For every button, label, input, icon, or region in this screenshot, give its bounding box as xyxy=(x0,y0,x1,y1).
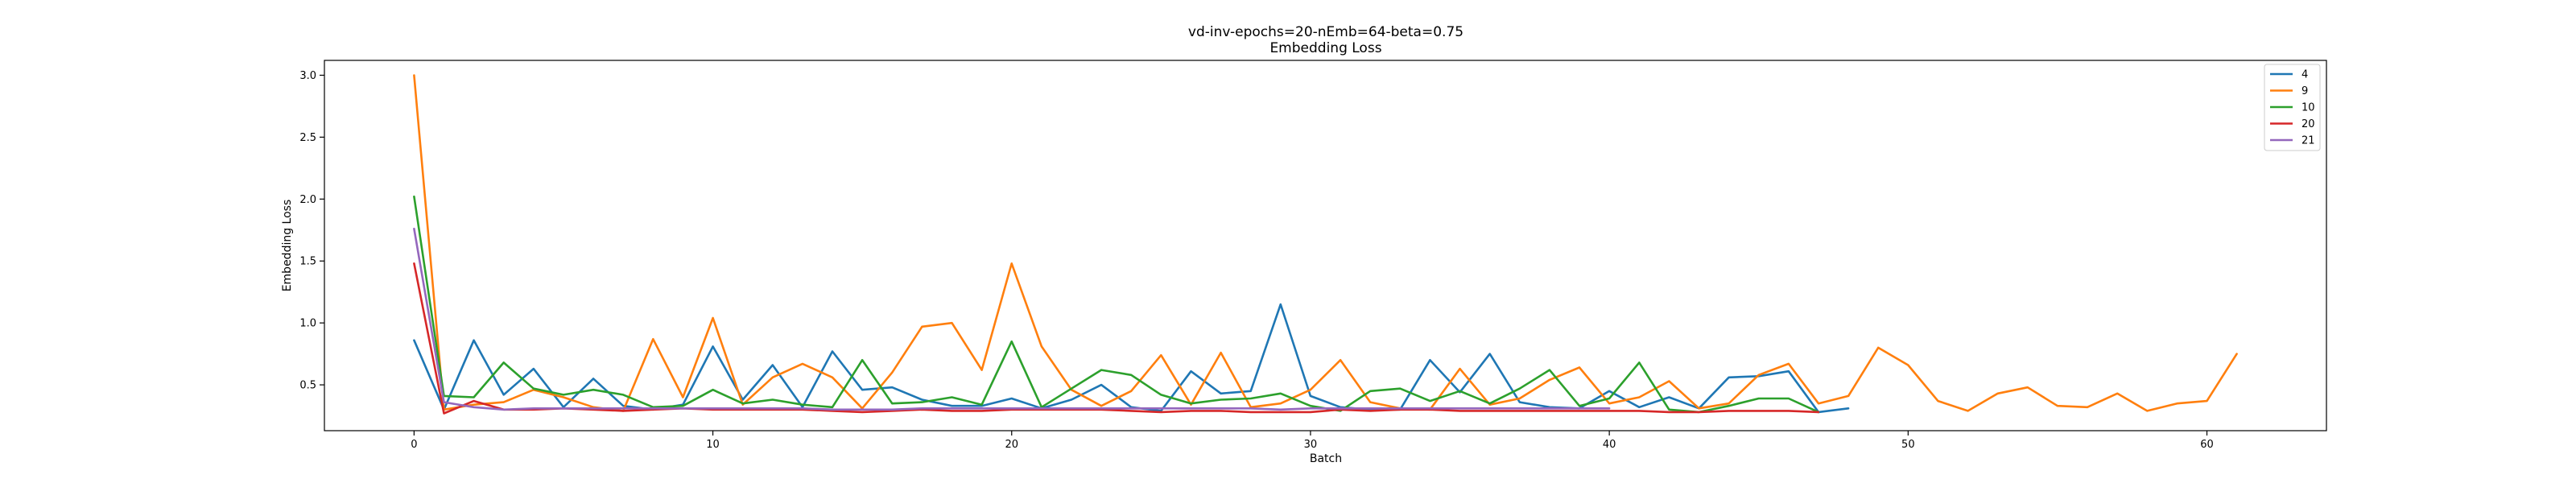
y-tick-label: 2.5 xyxy=(299,132,316,144)
series-line-9 xyxy=(413,74,2238,412)
series-line-20 xyxy=(413,262,1820,415)
x-axis-label: Batch xyxy=(1310,452,1342,465)
legend-label-21: 21 xyxy=(2301,135,2315,147)
legend: 4 9 10 20 21 xyxy=(2264,64,2321,151)
x-tick-label: 30 xyxy=(1304,439,1318,451)
y-tick-label: 1.5 xyxy=(299,256,316,268)
plot-frame xyxy=(324,60,2327,431)
x-tick-label: 20 xyxy=(1005,439,1018,451)
y-axis-ticks: 0.5 1.0 1.5 2.0 2.5 3.0 xyxy=(299,70,324,392)
series-line-10 xyxy=(413,195,1820,414)
x-tick-label: 50 xyxy=(1901,439,1915,451)
legend-label-20: 20 xyxy=(2301,118,2315,130)
y-tick-label: 2.0 xyxy=(299,194,316,206)
x-axis-ticks: 0 10 20 30 40 50 60 xyxy=(411,431,2214,451)
x-tick-label: 40 xyxy=(1603,439,1616,451)
y-tick-label: 1.0 xyxy=(299,318,316,330)
x-tick-label: 10 xyxy=(706,439,720,451)
x-tick-label: 60 xyxy=(2200,439,2214,451)
series-line-21 xyxy=(413,227,1611,411)
legend-label-4: 4 xyxy=(2301,69,2308,81)
legend-label-10: 10 xyxy=(2301,102,2315,114)
series-layer xyxy=(413,74,2238,415)
y-tick-label: 3.0 xyxy=(299,70,316,82)
chart-title: vd-inv-epochs=20-nEmb=64-beta=0.75 xyxy=(1188,24,1463,40)
y-tick-label: 0.5 xyxy=(299,380,316,392)
y-axis-label: Embedding Loss xyxy=(281,200,294,292)
chart-subtitle: Embedding Loss xyxy=(1269,40,1381,56)
x-tick-label: 0 xyxy=(411,439,417,451)
legend-label-9: 9 xyxy=(2301,85,2308,97)
